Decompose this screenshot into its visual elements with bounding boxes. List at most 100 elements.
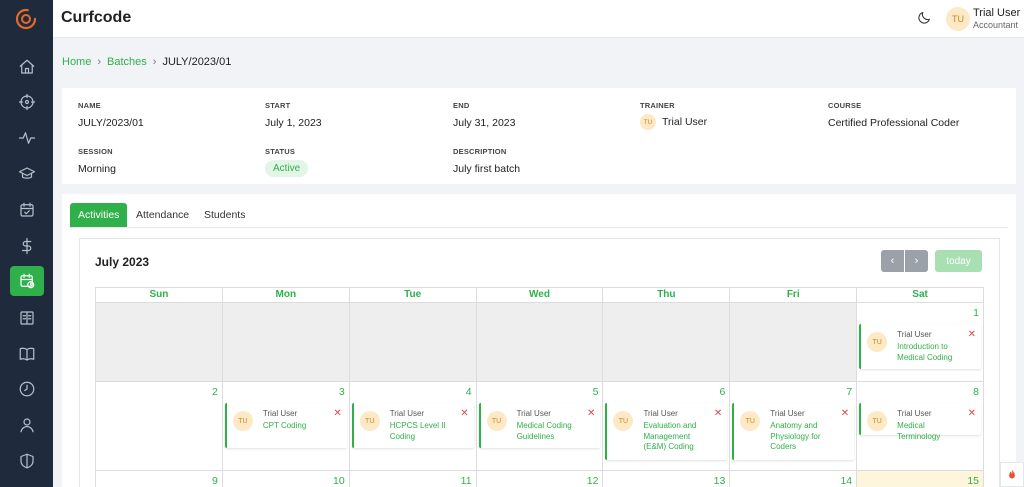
day-number[interactable]: 8 xyxy=(973,386,980,398)
remove-event-icon[interactable]: ✕ xyxy=(460,408,469,419)
dark-mode-toggle-icon[interactable] xyxy=(916,10,934,28)
nav-dollar-icon[interactable] xyxy=(10,231,44,261)
calendar-week: 2 3 TU Trial User CPT Coding ✕ 4 TU Tria… xyxy=(95,382,984,471)
day-cell[interactable]: 9 xyxy=(96,471,222,487)
field-label: TRAINER xyxy=(640,101,675,110)
remove-event-icon[interactable]: ✕ xyxy=(967,329,977,340)
tab-attendance[interactable]: Attendance xyxy=(136,209,190,221)
remove-event-icon[interactable]: ✕ xyxy=(967,408,977,419)
breadcrumb-current: JULY/2023/01 xyxy=(162,56,232,68)
event-avatar: TU xyxy=(359,411,380,431)
event-title[interactable]: HCPCS Level II Coding xyxy=(389,421,446,441)
day-number[interactable]: 10 xyxy=(333,475,345,487)
event-title[interactable]: Evaluation and Management (E&M) Coding xyxy=(643,421,697,451)
field-label: STATUS xyxy=(265,147,296,156)
batch-trainer: Trial User xyxy=(662,116,708,128)
calendar-event[interactable]: TU Trial User Introduction to Medical Co… xyxy=(859,324,982,369)
calendar-week: 9 10 11 12 13 14 15 xyxy=(95,471,984,487)
day-number[interactable]: 15 xyxy=(967,475,980,487)
calendar-event[interactable]: TU Trial User HCPCS Level II Coding ✕ xyxy=(351,403,474,448)
calendar-event[interactable]: TU Trial User Medical Terminology ✕ xyxy=(859,403,982,441)
today-button[interactable]: today xyxy=(935,250,982,272)
day-cell xyxy=(221,303,349,381)
user-avatar[interactable]: TU xyxy=(946,7,970,31)
day-cell[interactable]: 6 TU Trial User Evaluation and Managemen… xyxy=(602,382,729,470)
nav-target-icon[interactable] xyxy=(10,87,44,117)
day-number[interactable]: 11 xyxy=(460,475,472,487)
day-cell[interactable]: 8 TU Trial User Medical Terminology ✕ xyxy=(856,382,983,470)
weekday-label: Wed xyxy=(475,288,603,302)
trainer-avatar: TU xyxy=(640,114,656,130)
day-cell-today[interactable]: 15 xyxy=(856,471,984,487)
batch-info-card: NAME JULY/2023/01 START July 1, 2023 END… xyxy=(62,88,1016,184)
nav-shield-icon[interactable] xyxy=(10,446,44,476)
field-course: COURSE Certified Professional Coder xyxy=(828,101,959,129)
day-number[interactable]: 14 xyxy=(840,475,853,487)
app-logo-icon[interactable] xyxy=(14,7,38,31)
breadcrumb-home[interactable]: Home xyxy=(62,56,92,68)
event-user: Trial User xyxy=(897,409,932,418)
day-number[interactable]: 12 xyxy=(586,475,599,487)
tab-students[interactable]: Students xyxy=(204,209,246,221)
day-cell[interactable]: 13 xyxy=(602,471,729,487)
calendar-event[interactable]: TU Trial User Medical Coding Guidelines … xyxy=(478,403,601,448)
nav-calendar-check-icon[interactable] xyxy=(10,195,44,225)
tab-activities[interactable]: Activities xyxy=(70,203,128,227)
prev-month-button[interactable]: ‹ xyxy=(881,250,904,272)
day-cell[interactable]: 1 TU Trial User Introduction to Medical … xyxy=(856,303,983,381)
nav-activity-icon[interactable] xyxy=(10,123,44,153)
event-avatar: TU xyxy=(486,411,507,431)
day-number[interactable]: 9 xyxy=(212,475,218,487)
flame-icon[interactable] xyxy=(1000,462,1024,487)
nav-user-icon[interactable] xyxy=(10,410,44,440)
day-number[interactable]: 6 xyxy=(719,386,726,398)
day-number[interactable]: 13 xyxy=(713,475,726,487)
day-cell[interactable]: 11 xyxy=(348,471,476,487)
nav-graduation-cap-icon[interactable] xyxy=(10,159,44,189)
day-cell[interactable]: 5 TU Trial User Medical Coding Guideline… xyxy=(475,382,603,470)
remove-event-icon[interactable]: ✕ xyxy=(713,408,723,419)
next-month-button[interactable]: › xyxy=(905,250,928,272)
day-cell[interactable]: 10 xyxy=(221,471,349,487)
batch-session: Morning xyxy=(78,163,116,175)
event-title[interactable]: Medical Coding Guidelines xyxy=(516,421,572,441)
day-number[interactable]: 3 xyxy=(338,386,345,398)
breadcrumb-batches[interactable]: Batches xyxy=(107,56,147,68)
calendar-event[interactable]: TU Trial User Anatomy and Physiology for… xyxy=(732,403,855,460)
calendar-week: 1 TU Trial User Introduction to Medical … xyxy=(95,303,984,382)
nav-book-icon[interactable] xyxy=(10,339,44,369)
nav-book-open-icon[interactable] xyxy=(10,303,44,333)
event-title[interactable]: Anatomy and Physiology for Coders xyxy=(770,421,821,451)
nav-batches-calendar-icon[interactable] xyxy=(10,266,44,296)
event-avatar: TU xyxy=(613,411,634,431)
field-status: STATUS Active xyxy=(265,147,309,177)
calendar-event[interactable]: TU Trial User CPT Coding ✕ xyxy=(224,403,347,448)
user-name[interactable]: Trial User xyxy=(973,7,1021,19)
day-cell[interactable]: 4 TU Trial User HCPCS Level II Coding ✕ xyxy=(348,382,476,470)
day-number[interactable]: 1 xyxy=(973,307,980,319)
tabs-divider xyxy=(70,227,1008,228)
day-number[interactable]: 7 xyxy=(846,386,853,398)
batch-description: July first batch xyxy=(453,163,521,175)
weekday-header: Sun Mon Tue Wed Thu Fri Sat xyxy=(95,287,984,303)
day-cell[interactable]: 14 xyxy=(729,471,856,487)
field-label: NAME xyxy=(78,101,101,110)
day-number[interactable]: 4 xyxy=(465,386,472,398)
day-cell[interactable]: 7 TU Trial User Anatomy and Physiology f… xyxy=(729,382,856,470)
remove-event-icon[interactable]: ✕ xyxy=(333,408,342,419)
day-number[interactable]: 2 xyxy=(212,386,218,398)
day-cell[interactable]: 3 TU Trial User CPT Coding ✕ xyxy=(221,382,349,470)
remove-event-icon[interactable]: ✕ xyxy=(840,408,850,419)
event-title[interactable]: Introduction to Medical Coding xyxy=(897,342,953,362)
day-cell[interactable]: 12 xyxy=(475,471,603,487)
batch-end: July 31, 2023 xyxy=(453,117,516,129)
remove-event-icon[interactable]: ✕ xyxy=(587,408,596,419)
nav-home-icon[interactable] xyxy=(10,52,44,82)
calendar-event[interactable]: TU Trial User Evaluation and Management … xyxy=(605,403,728,460)
nav-clock-icon[interactable] xyxy=(10,374,44,404)
day-number[interactable]: 5 xyxy=(592,386,599,398)
weekday-label: Fri xyxy=(729,288,856,302)
event-title[interactable]: CPT Coding xyxy=(262,421,307,430)
day-cell[interactable]: 2 xyxy=(96,382,222,470)
event-title[interactable]: Medical Terminology xyxy=(897,421,941,441)
